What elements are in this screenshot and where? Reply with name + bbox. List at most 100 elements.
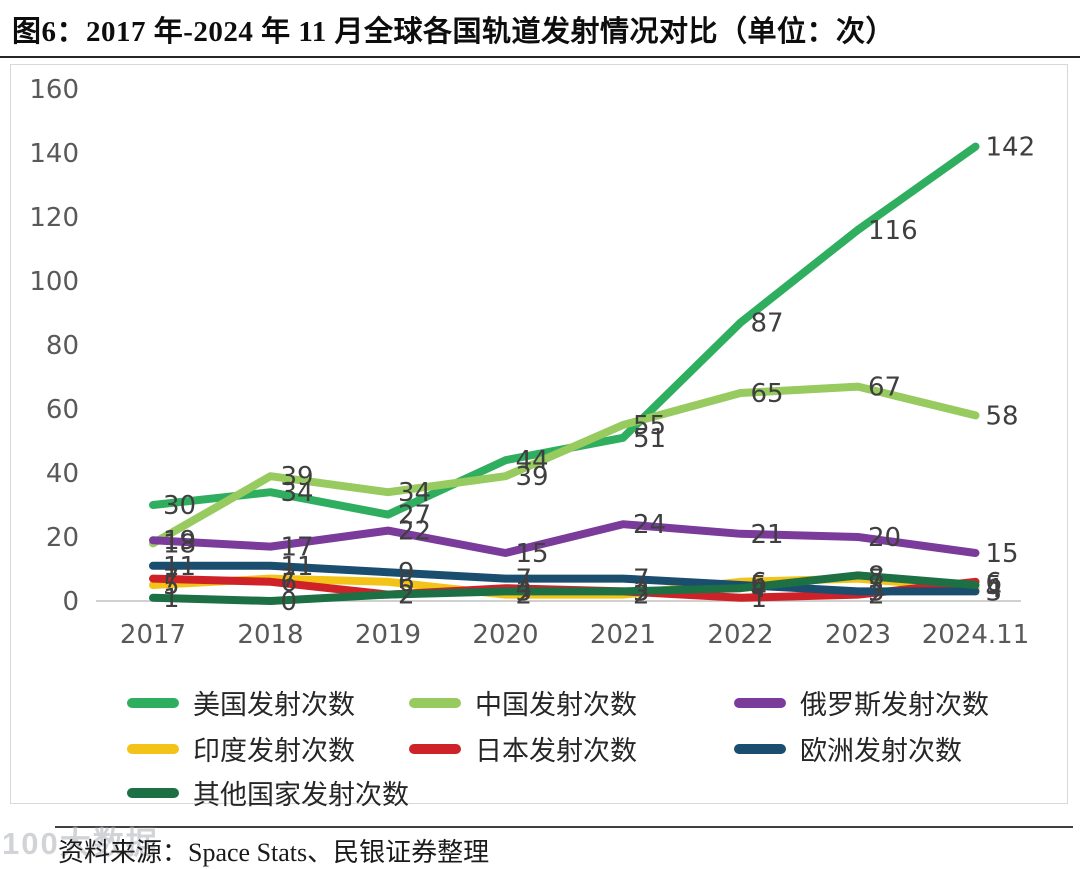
legend-label-russia: 俄罗斯发射次数 xyxy=(800,690,989,720)
watermark: 100大数据 xyxy=(2,826,159,861)
data-label-japan: 1 xyxy=(751,584,768,614)
data-label-europe: 11 xyxy=(281,552,314,582)
legend-swatch-russia xyxy=(734,697,786,708)
data-label-russia: 19 xyxy=(163,526,196,556)
data-label-china: 67 xyxy=(868,373,901,403)
series-line-russia xyxy=(149,520,980,557)
legend-item-china: 中国发射次数 xyxy=(409,683,637,722)
data-label-europe: 3 xyxy=(868,577,885,607)
data-label-us: 44 xyxy=(516,446,549,476)
x-tick-label: 2018 xyxy=(237,620,303,650)
data-label-europe: 7 xyxy=(516,565,533,595)
legend-item-others: 其他国家发射次数 xyxy=(127,773,409,812)
data-label-japan: 4 xyxy=(516,574,533,604)
data-label-china: 55 xyxy=(633,411,666,441)
x-tick-label: 2021 xyxy=(590,620,656,650)
y-tick-label: 140 xyxy=(29,139,79,169)
data-label-europe: 9 xyxy=(398,558,415,588)
data-label-india: 7 xyxy=(868,565,885,595)
data-label-europe: 5 xyxy=(751,571,768,601)
data-label-us: 142 xyxy=(986,133,1036,163)
data-label-india: 4 xyxy=(986,574,1003,604)
data-label-russia: 22 xyxy=(398,517,431,547)
data-label-japan: 6 xyxy=(281,568,298,598)
x-tick-label: 2017 xyxy=(120,620,186,650)
series-line-china xyxy=(149,382,980,548)
data-label-japan: 2 xyxy=(868,581,885,611)
legend-swatch-china xyxy=(409,697,461,708)
data-label-others: 5 xyxy=(986,571,1003,601)
x-tick-label: 2020 xyxy=(472,620,538,650)
data-label-china: 18 xyxy=(163,529,196,559)
data-label-europe: 3 xyxy=(986,577,1003,607)
data-label-others: 4 xyxy=(751,574,768,604)
legend-swatch-europe xyxy=(734,743,786,754)
data-label-japan: 3 xyxy=(633,577,650,607)
y-tick-label: 20 xyxy=(46,523,79,553)
data-label-japan: 7 xyxy=(163,565,180,595)
data-label-india: 7 xyxy=(281,565,298,595)
data-label-india: 6 xyxy=(398,568,415,598)
data-label-india: 6 xyxy=(751,568,768,598)
legend-swatch-us xyxy=(127,697,179,708)
y-tick-label: 160 xyxy=(29,75,79,105)
legend-item-russia: 俄罗斯发射次数 xyxy=(734,683,989,722)
legend-swatch-others xyxy=(127,787,179,798)
data-label-china: 39 xyxy=(281,462,314,492)
y-tick-label: 40 xyxy=(46,459,79,489)
data-label-russia: 17 xyxy=(281,533,314,563)
y-tick-label: 60 xyxy=(46,395,79,425)
data-label-russia: 15 xyxy=(986,539,1019,569)
source-note: 资料来源：Space Stats、民银证券整理 xyxy=(58,838,490,867)
chart-panel: 0 20 40 60 80 100 120 140 160 2017 2018 2019 2020 202… xyxy=(10,64,1068,810)
y-tick-label: 100 xyxy=(29,267,79,297)
data-label-others: 0 xyxy=(281,587,298,617)
footer-divider xyxy=(55,826,1073,828)
data-label-others: 3 xyxy=(633,577,650,607)
series-line-europe xyxy=(149,561,980,596)
data-label-us: 27 xyxy=(398,501,431,531)
data-label-others: 1 xyxy=(163,584,180,614)
x-tick-label: 2022 xyxy=(707,620,773,650)
legend-swatch-india xyxy=(127,743,179,754)
data-label-china: 58 xyxy=(986,401,1019,431)
data-label-russia: 24 xyxy=(633,510,666,540)
legend-label-us: 美国发射次数 xyxy=(193,690,355,720)
data-label-japan: 6 xyxy=(986,568,1003,598)
data-label-us: 34 xyxy=(281,478,314,508)
data-label-us: 30 xyxy=(163,491,196,521)
chart-legend: 美国发射次数 中国发射次数 俄罗斯发射次数印度发射次数 日本发射次数 欧洲发射次数其他国… xyxy=(11,683,1067,810)
legend-label-others: 其他国家发射次数 xyxy=(193,780,409,810)
legend-label-india: 印度发射次数 xyxy=(193,736,355,766)
legend-item-india: 印度发射次数 xyxy=(127,729,355,768)
x-tick-label: 2023 xyxy=(825,620,891,650)
x-tick-label: 2019 xyxy=(355,620,421,650)
data-label-india: 2 xyxy=(633,581,650,611)
legend-item-us: 美国发射次数 xyxy=(127,683,355,722)
y-tick-label: 80 xyxy=(46,331,79,361)
data-label-china: 39 xyxy=(516,462,549,492)
legend-label-japan: 日本发射次数 xyxy=(475,736,637,766)
legend-label-europe: 欧洲发射次数 xyxy=(800,736,962,766)
data-label-india: 5 xyxy=(163,571,180,601)
data-label-us: 87 xyxy=(751,309,784,339)
legend-item-japan: 日本发射次数 xyxy=(409,729,637,768)
legend-label-china: 中国发射次数 xyxy=(475,690,637,720)
data-label-others: 3 xyxy=(516,577,533,607)
x-tick-label: 2024.11 xyxy=(922,620,1030,650)
data-label-russia: 15 xyxy=(516,539,549,569)
data-label-others: 2 xyxy=(398,581,415,611)
y-tick-label: 0 xyxy=(62,587,79,617)
y-tick-label: 120 xyxy=(29,203,79,233)
data-label-russia: 20 xyxy=(868,523,901,553)
data-label-europe: 11 xyxy=(163,552,196,582)
series-line-others xyxy=(149,571,980,605)
series-line-us xyxy=(149,142,980,519)
figure-header: 图6：2017 年-2024 年 11 月全球各国轨道发射情况对比（单位：次） xyxy=(0,0,1080,58)
data-label-japan: 2 xyxy=(398,581,415,611)
figure-title: 图6：2017 年-2024 年 11 月全球各国轨道发射情况对比（单位：次） xyxy=(12,16,896,48)
data-label-us: 51 xyxy=(633,424,666,454)
data-label-europe: 7 xyxy=(633,565,650,595)
data-label-others: 8 xyxy=(868,561,885,591)
